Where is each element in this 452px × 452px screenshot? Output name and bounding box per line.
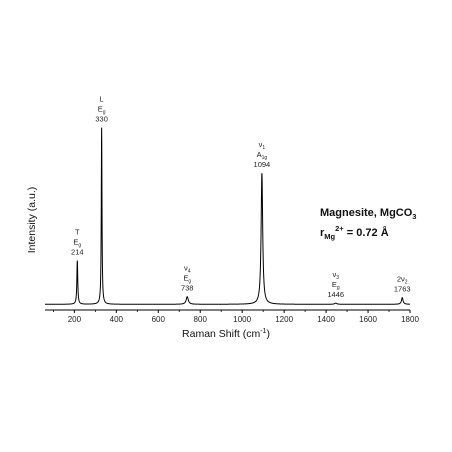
peak-labels: TEg214LEg330ν4Eg738ν1A1g1094ν3Eg14462ν21… <box>71 95 411 300</box>
peak-label-line: L <box>100 95 104 104</box>
mineral-annotation: Magnesite, MgCO3 <box>320 207 416 221</box>
x-tick-label: 1400 <box>317 315 335 324</box>
peak-label-line: ν4 <box>184 264 191 275</box>
peak-label-line: 1446 <box>327 290 344 299</box>
x-tick-label: 800 <box>194 315 208 324</box>
peak-label-line: Eg <box>183 274 191 285</box>
peak-label-line: 738 <box>181 284 194 293</box>
peak-label-line: Eg <box>332 280 340 291</box>
x-tick-label: 600 <box>152 315 166 324</box>
peak-label-line: 214 <box>71 248 84 257</box>
peak-label-line: A1g <box>257 150 268 161</box>
peak-label-line: 2ν2 <box>397 275 408 286</box>
peak-label-line: Eg <box>98 105 106 116</box>
peak-label-line: Eg <box>73 238 81 249</box>
x-axis-label: Raman Shift (cm-1) <box>182 328 270 340</box>
peak-label-line: T <box>75 228 80 237</box>
x-tick-label: 1800 <box>401 315 419 324</box>
x-tick-label: 1200 <box>275 315 293 324</box>
peak-label-line: 1763 <box>394 285 411 294</box>
spectrum-line <box>45 127 411 305</box>
x-tick-label: 1000 <box>233 315 251 324</box>
peak-label-line: ν1 <box>259 140 266 151</box>
x-tick-label: 400 <box>110 315 124 324</box>
x-tick-label: 1600 <box>359 315 377 324</box>
peak-label-line: ν3 <box>332 270 339 281</box>
y-axis-label: Intensity (a.u.) <box>26 187 38 254</box>
ionic-radius-annotation: rMg2+ = 0.72 Å <box>320 224 389 241</box>
peak-label-line: 1094 <box>254 160 271 169</box>
peak-label-line: 330 <box>95 115 108 124</box>
x-axis-ticks: 200 400 600 800 1000 1200 1400 1600 1800 <box>52 310 419 324</box>
x-tick-label: 200 <box>68 315 82 324</box>
